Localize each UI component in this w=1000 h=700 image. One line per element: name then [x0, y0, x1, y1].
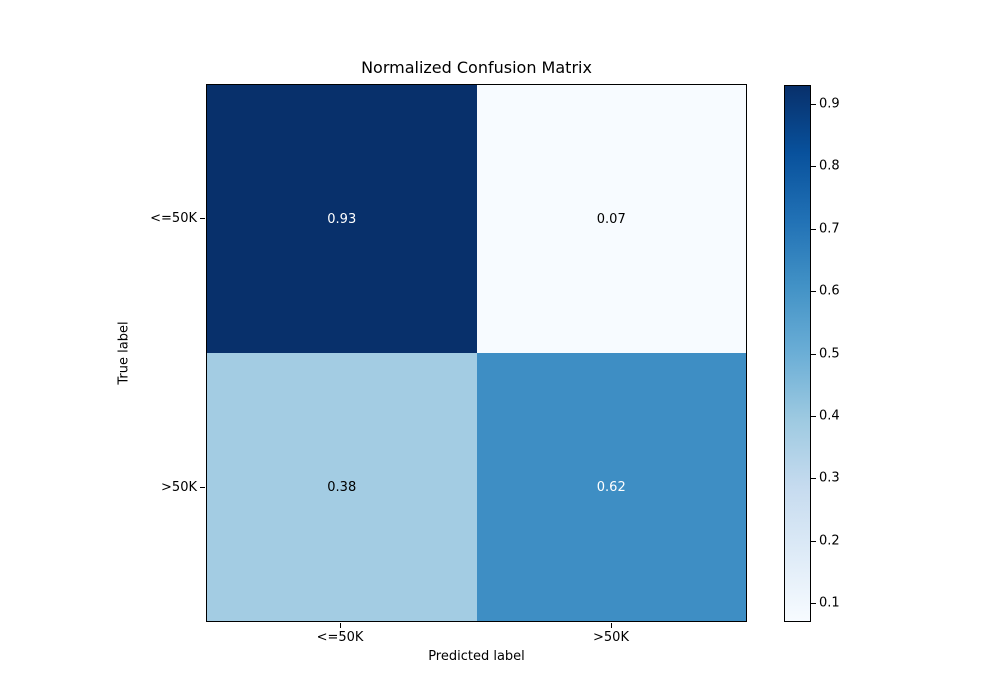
y-tick-mark [200, 487, 205, 488]
matrix-cell-true-gt50k-pred-gt50k: 0.62 [476, 353, 746, 621]
colorbar-tick-mark [811, 415, 816, 417]
matrix-cell-value: 0.62 [596, 479, 626, 495]
matrix-cell-true-le50k-pred-gt50k: 0.07 [476, 85, 746, 353]
x-tick-label-gt50k: >50K [593, 630, 629, 645]
colorbar-tick-mark [811, 291, 816, 293]
matrix-cell-value: 0.07 [596, 211, 626, 227]
colorbar-tick-label: 0.1 [819, 595, 840, 611]
colorbar-tick-label: 0.9 [819, 96, 840, 112]
colorbar-tick-mark [811, 166, 816, 168]
colorbar-tick-label: 0.6 [819, 283, 840, 299]
colorbar-tick-mark [811, 478, 816, 480]
colorbar-tick-label: 0.7 [819, 221, 840, 237]
colorbar-tick-mark [811, 353, 816, 355]
colorbar-tick-label: 0.5 [819, 346, 840, 361]
y-tick-label-gt50k: >50K [161, 480, 197, 495]
colorbar-tick-label: 0.3 [819, 470, 840, 486]
x-tick-mark [611, 623, 612, 628]
confusion-matrix-plot: 0.93 0.07 0.38 0.62 [206, 84, 747, 622]
matrix-cell-value: 0.38 [327, 479, 357, 495]
y-tick-label-le50k: <=50K [150, 211, 197, 226]
x-axis-label: Predicted label [428, 649, 525, 664]
matrix-cell-true-gt50k-pred-le50k: 0.38 [207, 353, 477, 621]
chart-title: Normalized Confusion Matrix [361, 58, 592, 77]
colorbar [784, 85, 811, 622]
colorbar-tick-mark [811, 540, 816, 542]
colorbar-tick-label: 0.4 [819, 408, 840, 424]
colorbar-tick-mark [811, 228, 816, 230]
y-tick-mark [200, 218, 205, 219]
matrix-cell-value: 0.93 [327, 211, 357, 227]
colorbar-tick-mark [811, 603, 816, 605]
x-tick-mark [340, 623, 341, 628]
colorbar-tick-mark [811, 103, 816, 105]
matrix-cell-true-le50k-pred-le50k: 0.93 [207, 85, 477, 353]
colorbar-tick-label: 0.2 [819, 533, 840, 549]
x-tick-label-le50k: <=50K [316, 630, 364, 645]
colorbar-tick-label: 0.8 [819, 158, 840, 174]
y-axis-label: True label [116, 321, 132, 385]
